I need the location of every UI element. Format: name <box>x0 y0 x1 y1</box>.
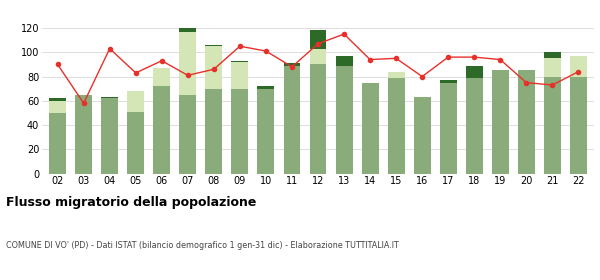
Bar <box>544 58 561 76</box>
Bar <box>310 31 326 49</box>
Bar <box>518 71 535 174</box>
Bar <box>232 61 248 62</box>
Bar <box>388 78 404 174</box>
Bar <box>335 56 353 66</box>
Bar <box>49 113 66 174</box>
Bar <box>179 95 196 174</box>
Bar <box>570 76 587 174</box>
Bar <box>49 98 66 101</box>
Bar <box>466 66 482 78</box>
Bar <box>284 63 301 66</box>
Bar <box>101 97 118 98</box>
Bar <box>362 83 379 174</box>
Bar <box>413 97 431 174</box>
Bar <box>310 64 326 174</box>
Bar <box>205 45 223 46</box>
Bar <box>310 49 326 64</box>
Bar <box>232 62 248 89</box>
Bar <box>179 32 196 95</box>
Bar <box>440 83 457 174</box>
Bar <box>49 101 66 113</box>
Bar <box>101 98 118 174</box>
Bar <box>544 52 561 58</box>
Bar <box>127 91 144 112</box>
Bar <box>154 68 170 86</box>
Bar <box>466 78 482 174</box>
Text: Flusso migratorio della popolazione: Flusso migratorio della popolazione <box>6 196 256 209</box>
Bar <box>75 95 92 174</box>
Bar <box>257 89 274 174</box>
Bar <box>205 46 223 89</box>
Bar <box>492 71 509 174</box>
Bar <box>570 56 587 76</box>
Bar <box>127 112 144 174</box>
Bar <box>284 66 301 174</box>
Bar <box>205 89 223 174</box>
Bar <box>179 28 196 32</box>
Bar <box>335 66 353 174</box>
Text: COMUNE DI VO' (PD) - Dati ISTAT (bilancio demografico 1 gen-31 dic) - Elaborazio: COMUNE DI VO' (PD) - Dati ISTAT (bilanci… <box>6 241 399 250</box>
Bar <box>544 76 561 174</box>
Bar <box>388 72 404 78</box>
Bar <box>232 89 248 174</box>
Bar <box>154 86 170 174</box>
Bar <box>257 86 274 89</box>
Bar <box>440 80 457 83</box>
